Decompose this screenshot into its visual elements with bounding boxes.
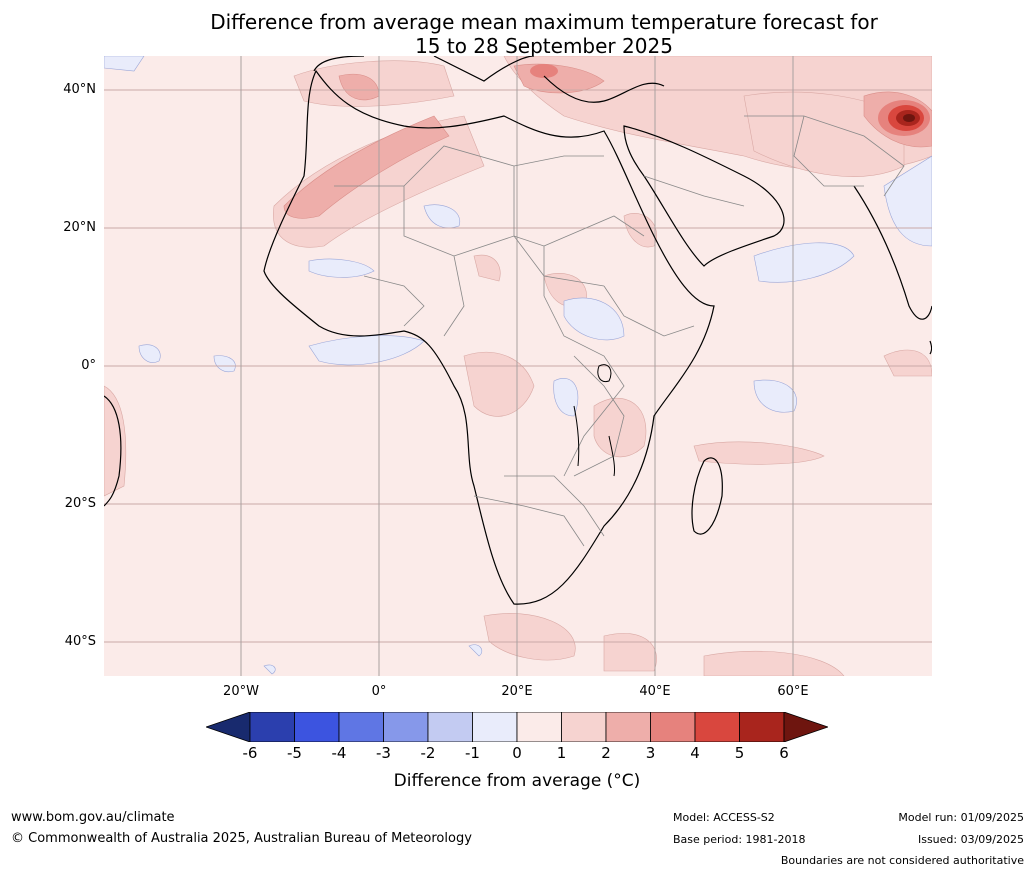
colorbar-segment — [516, 711, 562, 743]
anomaly-cool-areas — [104, 56, 932, 675]
colorbar-tick-label: 6 — [779, 744, 789, 762]
south-america-tip — [104, 395, 122, 507]
lat-label-20n: 20°N — [63, 220, 96, 235]
colorbar-label: Difference from average (°C) — [393, 771, 641, 791]
title-line-2: 15 to 28 September 2025 — [415, 34, 673, 58]
lat-label-40n: 40°N — [63, 82, 96, 97]
colorbar-tick-label: 1 — [556, 744, 567, 762]
base-period-text: Base period: 1981-2018 — [673, 833, 806, 846]
colorbar-segment — [694, 711, 740, 743]
map-svg — [104, 56, 932, 676]
issued-text: Issued: 03/09/2025 — [917, 833, 1024, 846]
colorbar-tick-label: -6 — [242, 744, 258, 762]
colorbar — [204, 711, 830, 743]
lon-label-0: 0° — [371, 684, 387, 699]
lat-label-40s: 40°S — [64, 634, 96, 649]
colorbar-tick-label: 3 — [645, 744, 656, 762]
colorbar-segment — [427, 711, 473, 743]
colorbar-segment — [561, 711, 607, 743]
map-title: Difference from average mean maximum tem… — [0, 10, 1035, 58]
colorbar-tick-label: -5 — [287, 744, 302, 762]
colorbar-segment — [605, 711, 651, 743]
anomaly-hot-spots — [530, 64, 930, 136]
africa-coastline — [263, 69, 715, 605]
colorbar-tick-label: -2 — [420, 744, 436, 762]
colorbar-extend-low — [204, 711, 251, 743]
lon-label-20e: 20°E — [501, 684, 533, 699]
copyright-text: © Commonwealth of Australia 2025, Austra… — [11, 831, 472, 846]
website-text: www.bom.gov.au/climate — [11, 810, 175, 825]
colorbar-tick-label: 4 — [690, 744, 700, 762]
colorbar-tick-label: -4 — [331, 744, 347, 762]
sri-lanka-coastline — [929, 340, 932, 355]
colorbar-segment — [739, 711, 785, 743]
colorbar-segment — [472, 711, 518, 743]
meridians — [240, 56, 794, 676]
lat-label-0: 0° — [81, 358, 96, 373]
lakes — [573, 364, 615, 477]
model-run-text: Model run: 01/09/2025 — [898, 811, 1024, 824]
temperature-anomaly-map — [104, 56, 932, 676]
disclaimer-text: Boundaries are not considered authoritat… — [780, 854, 1024, 867]
lon-label-40e: 40°E — [639, 684, 671, 699]
colorbar-ticks: -6 -5 -4 -3 -2 -1 0 1 2 3 4 5 6 — [0, 744, 1035, 764]
country-borders — [334, 115, 905, 547]
colorbar-extend-high — [783, 711, 830, 743]
colorbar-tick-label: -1 — [465, 744, 480, 762]
colorbar-tick-label: 2 — [601, 744, 611, 762]
title-line-1: Difference from average mean maximum tem… — [210, 10, 878, 34]
graticule — [104, 89, 932, 643]
india-coastline — [853, 185, 932, 320]
colorbar-tick-label: -3 — [376, 744, 391, 762]
colorbar-segment — [294, 711, 340, 743]
colorbar-tick-label: 0 — [512, 744, 522, 762]
colorbar-segment — [650, 711, 696, 743]
lat-label-20s: 20°S — [64, 496, 96, 511]
europe-coastline — [313, 56, 665, 103]
colorbar-svg — [204, 711, 830, 743]
lon-label-60e: 60°E — [777, 684, 809, 699]
lon-label-20w: 20°W — [223, 684, 259, 699]
model-text: Model: ACCESS-S2 — [673, 811, 775, 824]
colorbar-tick-label: 5 — [734, 744, 745, 762]
colorbar-segment — [249, 711, 295, 743]
madagascar-coastline — [691, 457, 723, 535]
colorbar-segment — [338, 711, 384, 743]
colorbar-segment — [383, 711, 429, 743]
